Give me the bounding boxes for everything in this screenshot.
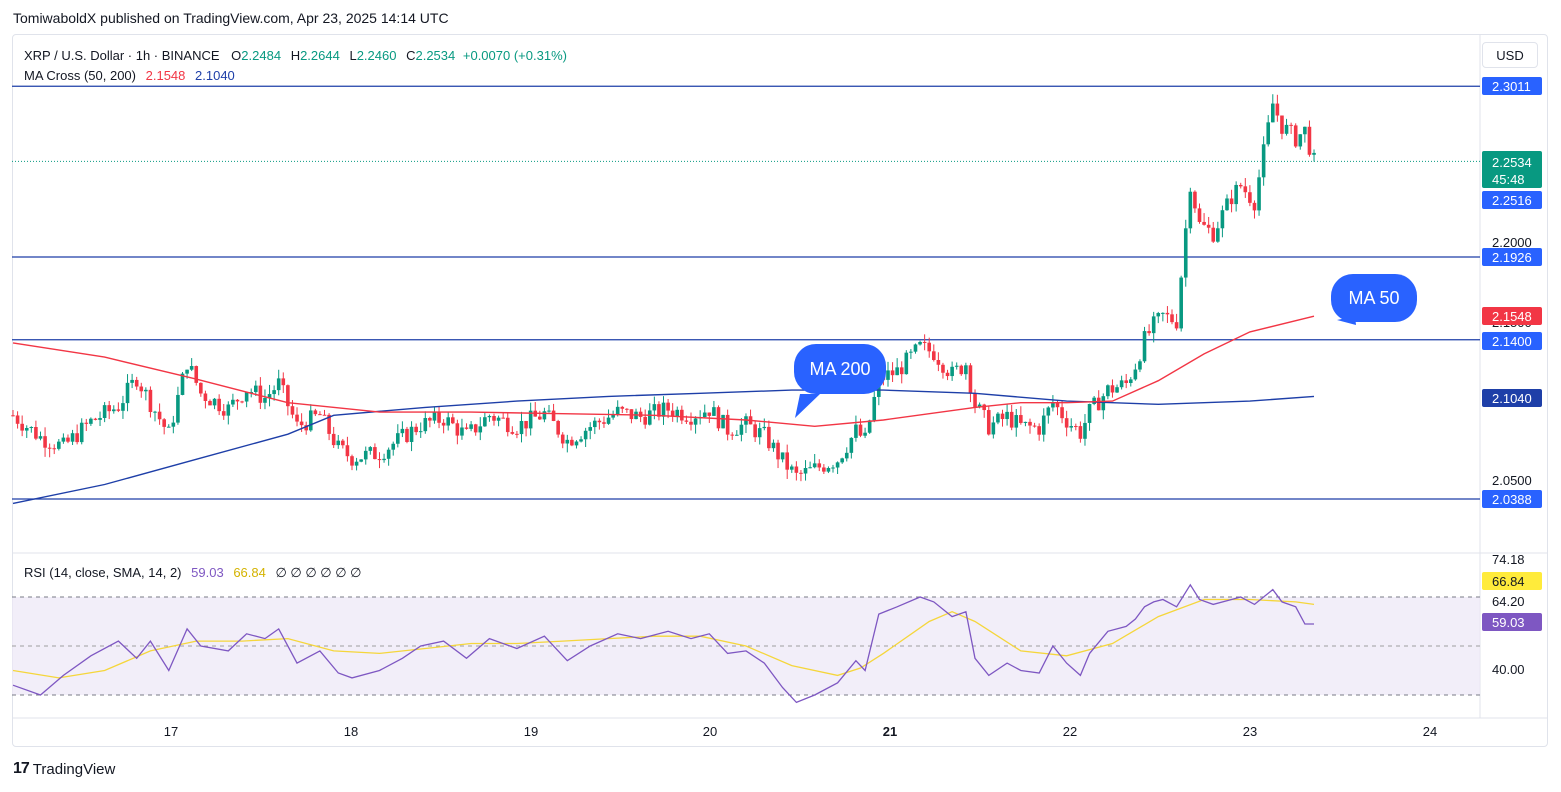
chart-frame xyxy=(12,34,1548,747)
ohlc-high: 2.2644 xyxy=(300,48,340,63)
rsi-label: RSI (14, close, SMA, 14, 2) xyxy=(24,565,182,580)
ohlc-high-label: H xyxy=(290,48,301,63)
published-attribution: TomiwaboldX published on TradingView.com… xyxy=(13,10,449,26)
rsi-value: 59.03 xyxy=(191,565,224,580)
tradingview-logo-icon: 17 xyxy=(13,760,30,777)
rsi-legend[interactable]: RSI (14, close, SMA, 14, 2) 59.03 66.84 … xyxy=(24,565,362,581)
footer-brand-name: TradingView xyxy=(32,760,116,778)
ohlc-low: 2.2460 xyxy=(356,48,397,63)
ma-cross-label: MA Cross (50, 200) xyxy=(24,68,136,83)
footer-brand[interactable]: 17 TradingView xyxy=(13,760,115,778)
symbol-label: XRP / U.S. Dollar · 1h · BINANCE xyxy=(24,48,220,63)
ohlc-close-label: C xyxy=(406,48,416,63)
ma50-value: 2.1548 xyxy=(145,68,186,83)
ma-cross-row[interactable]: MA Cross (50, 200) 2.1548 2.1040 xyxy=(24,66,567,86)
ohlc-open: 2.2484 xyxy=(241,48,282,63)
ohlc-close: 2.2534 xyxy=(415,48,456,63)
ohlc-low-label: L xyxy=(349,48,357,63)
ohlc-change: +0.0070 (+0.31%) xyxy=(462,48,567,63)
symbol-row[interactable]: XRP / U.S. Dollar · 1h · BINANCE O2.2484… xyxy=(24,46,567,66)
chart-legend: XRP / U.S. Dollar · 1h · BINANCE O2.2484… xyxy=(24,46,567,86)
currency-button[interactable]: USD xyxy=(1482,42,1538,68)
ma200-value: 2.1040 xyxy=(195,68,235,83)
rsi-sma-value: 66.84 xyxy=(233,565,266,580)
ohlc-open-label: O xyxy=(231,48,242,63)
rsi-extra-values: ∅ ∅ ∅ ∅ ∅ ∅ xyxy=(275,565,362,580)
